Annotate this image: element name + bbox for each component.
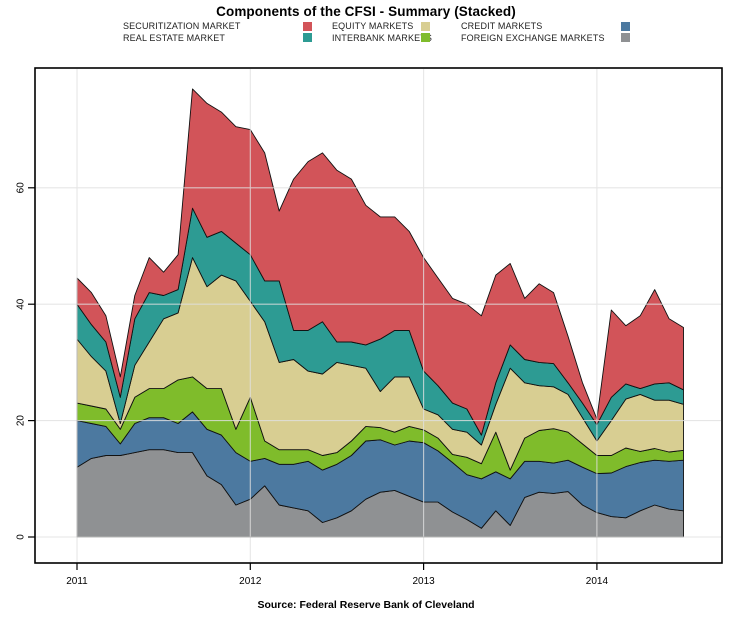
legend-swatch-foreign-exchange-markets (621, 33, 630, 42)
legend-swatch-interbank-markets (421, 33, 430, 42)
y-axis-tick-label: 60 (16, 182, 27, 194)
gridlines (36, 69, 721, 562)
legend-label-real-estate-market: REAL ESTATE MARKET (123, 32, 226, 43)
y-axis-tick-label: 20 (16, 415, 27, 427)
y-axis-tick-label: 40 (16, 298, 27, 310)
y-axis-tick-label: 0 (16, 534, 27, 540)
legend-label-foreign-exchange-markets: FOREIGN EXCHANGE MARKETS (461, 32, 605, 43)
x-axis-tick-label: 2013 (412, 576, 435, 587)
legend-swatch-securitization-market (303, 21, 312, 31)
source-caption: Source: Federal Reserve Bank of Clevelan… (257, 599, 475, 611)
x-axis-tick-label: 2011 (66, 576, 88, 587)
legend-label-equity-markets: EQUITY MARKETS (332, 21, 414, 31)
legend-swatch-equity-markets (421, 21, 430, 31)
legend: SECURITIZATION MARKET EQUITY MARKETS CREDI… (0, 0, 732, 48)
chart-title: Components of the CFSI - Summary (Stacke… (216, 4, 516, 19)
legend-swatch-real-estate-market (303, 33, 312, 42)
legend-label-securitization-market: SECURITIZATION MARKET (123, 21, 241, 31)
plot-frame (34, 67, 723, 564)
legend-swatch-credit-markets (621, 21, 630, 31)
axis-ticks (28, 187, 598, 570)
stacked-areas (76, 88, 684, 538)
area-securitization-market (76, 88, 684, 436)
x-axis-tick-label: 2014 (586, 576, 609, 587)
legend-label-interbank-markets: INTERBANK MARKETS (332, 32, 433, 43)
legend-label-credit-markets: CREDIT MARKETS (461, 21, 543, 31)
x-axis-tick-label: 2012 (239, 576, 262, 587)
